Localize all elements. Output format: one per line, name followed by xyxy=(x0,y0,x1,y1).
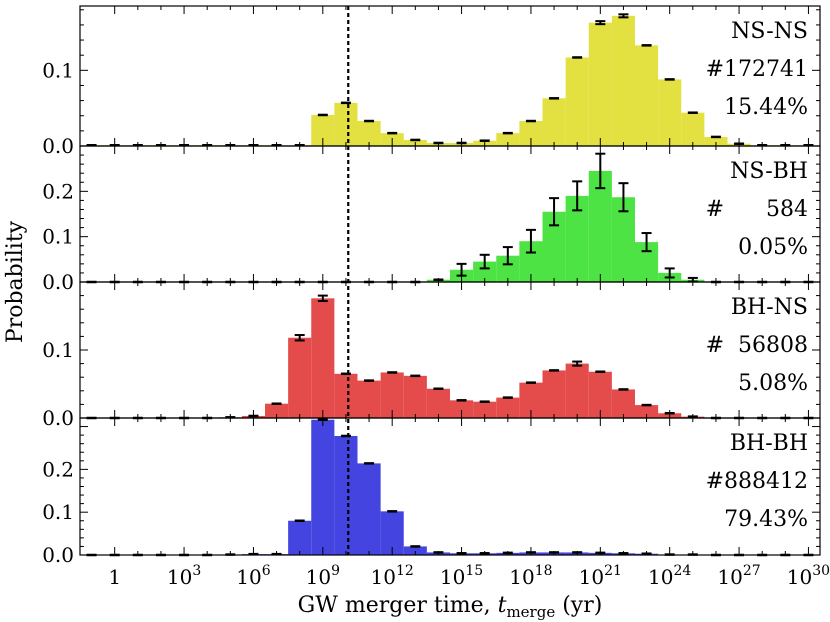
panel-name: NS-BH xyxy=(730,159,808,184)
bar xyxy=(635,405,659,418)
bar xyxy=(288,337,312,418)
bar xyxy=(357,380,381,418)
bar xyxy=(473,261,497,282)
panel-count: # 584 xyxy=(706,197,808,222)
bar xyxy=(565,57,589,147)
bar xyxy=(635,45,659,147)
bar xyxy=(542,211,566,282)
bar xyxy=(704,136,728,146)
panel-count: #172741 xyxy=(706,57,808,82)
bar xyxy=(311,419,335,555)
bar xyxy=(403,546,427,555)
bar xyxy=(588,170,612,282)
y-tick-label: 0.1 xyxy=(42,338,74,362)
bar xyxy=(311,298,335,418)
y-tick-label: 0.0 xyxy=(42,270,74,294)
bar xyxy=(611,389,635,418)
y-tick-label: 0.0 xyxy=(42,134,74,158)
panel-name: BH-NS xyxy=(731,295,808,320)
bar xyxy=(334,102,358,146)
panel-percent: 5.08% xyxy=(738,371,808,396)
panel-ns-ns: 0.0 0.1 NS-NS #172741 15.44% xyxy=(42,5,821,158)
x-tick-label: 1024 xyxy=(648,563,691,589)
panel-percent: 15.44% xyxy=(724,95,808,120)
y-tick-label: 0.2 xyxy=(42,457,74,481)
x-tick-label: 1021 xyxy=(579,563,622,589)
x-tick-label: 1015 xyxy=(440,563,483,589)
x-tick-label: 1027 xyxy=(717,563,760,589)
bar xyxy=(611,197,635,282)
bar xyxy=(519,121,543,146)
y-tick-label: 0.1 xyxy=(42,225,74,249)
bar xyxy=(588,22,612,146)
panel-bh-ns: 0.0 0.1 BH-NS # 56808 5.08% xyxy=(42,281,821,430)
bar xyxy=(380,372,404,418)
bar xyxy=(334,435,358,555)
x-axis-title: GW merger time, tmerge (yr) xyxy=(298,593,603,621)
bar xyxy=(403,375,427,418)
bar xyxy=(265,403,289,418)
panel-percent: 79.43% xyxy=(724,507,808,532)
x-tick-label: 109 xyxy=(306,563,340,589)
y-axis-title: Probability xyxy=(3,220,28,343)
panel-percent: 0.05% xyxy=(738,235,808,260)
bar xyxy=(542,370,566,418)
bar xyxy=(681,112,705,146)
bar xyxy=(496,397,520,418)
bar xyxy=(380,511,404,555)
bar xyxy=(450,400,474,418)
x-tick-label: 1012 xyxy=(371,563,414,589)
bar xyxy=(311,114,335,146)
panel-count: #888412 xyxy=(706,469,808,494)
bar xyxy=(519,382,543,418)
y-tick-label: 0.1 xyxy=(42,58,74,82)
panel-name: NS-NS xyxy=(731,19,808,44)
x-tick-label: 106 xyxy=(236,563,270,589)
bar xyxy=(611,15,635,146)
bar xyxy=(357,121,381,146)
bar xyxy=(588,371,612,418)
x-tick-label: 1018 xyxy=(509,563,552,589)
bar xyxy=(426,388,450,418)
bar xyxy=(635,242,659,282)
bar xyxy=(519,241,543,282)
y-tick-label: 0.1 xyxy=(42,500,74,524)
bar xyxy=(357,463,381,555)
panel-ns-bh: 0.0 0.1 0.2 NS-BH # 584 0.05% xyxy=(42,145,821,294)
bar xyxy=(496,255,520,282)
y-tick-label: 0.2 xyxy=(42,179,74,203)
y-tick-label: 0.0 xyxy=(42,406,74,430)
bar xyxy=(334,373,358,418)
x-tick-label: 103 xyxy=(167,563,201,589)
bar xyxy=(565,195,589,282)
bar xyxy=(658,79,682,146)
bar xyxy=(288,520,312,555)
bar xyxy=(496,133,520,146)
bar xyxy=(565,363,589,418)
panel-name: BH-BH xyxy=(730,431,808,456)
bar xyxy=(542,98,566,146)
panel-count: # 56808 xyxy=(706,333,808,358)
panel-bh-bh: 0.0 0.1 0.2 BH-BH #888412 79.43% xyxy=(42,417,821,567)
y-tick-label: 0.0 xyxy=(42,543,74,567)
x-tick-label: 1 xyxy=(108,565,121,589)
bar xyxy=(473,401,497,418)
x-tick-label: 1030 xyxy=(787,563,830,589)
